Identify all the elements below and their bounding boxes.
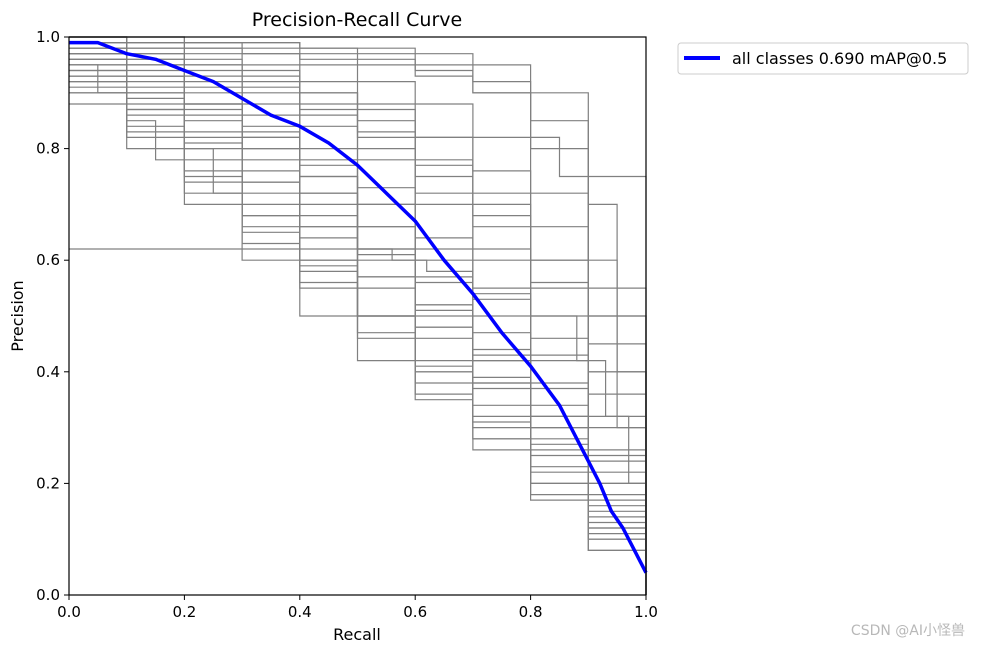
class-curve-30	[69, 58, 647, 595]
legend-label: all classes 0.690 mAP@0.5	[732, 49, 947, 68]
y-tick-label: 1.0	[36, 28, 60, 46]
legend-box	[677, 42, 969, 75]
summary-curve-1	[69, 40, 648, 574]
legend: all classes 0.690 mAP@0.5	[677, 42, 969, 75]
chart-title: Precision-Recall Curve	[252, 9, 462, 31]
y-tick-label: 0.4	[36, 363, 60, 381]
class-curve-24	[69, 36, 647, 595]
x-tick-label: 0.4	[288, 603, 312, 621]
x-axis-title: Recall	[333, 625, 381, 644]
summary-curve-group	[69, 40, 648, 574]
y-axis-title: Precision	[8, 280, 27, 351]
x-tick-label: 0.8	[519, 603, 543, 621]
y-axis: 0.0 0.2 0.4 0.6 0.8 1.0	[36, 28, 69, 604]
x-tick-label: 0.0	[57, 603, 81, 621]
y-tick-label: 0.8	[36, 140, 60, 158]
y-tick-label: 0.0	[36, 586, 60, 604]
class-curve-29	[69, 42, 647, 595]
x-tick-label: 1.0	[634, 603, 658, 621]
y-tick-label: 0.6	[36, 251, 60, 269]
x-axis: 0.0 0.2 0.4 0.6 0.8 1.0	[57, 595, 658, 621]
watermark: CSDN @AI小怪兽	[850, 623, 965, 639]
class-curve-23	[69, 36, 647, 595]
x-tick-label: 0.6	[403, 603, 427, 621]
x-tick-label: 0.2	[172, 603, 196, 621]
y-tick-label: 0.2	[36, 474, 60, 492]
plot-frame	[68, 36, 647, 596]
class-curves-group	[69, 36, 647, 595]
